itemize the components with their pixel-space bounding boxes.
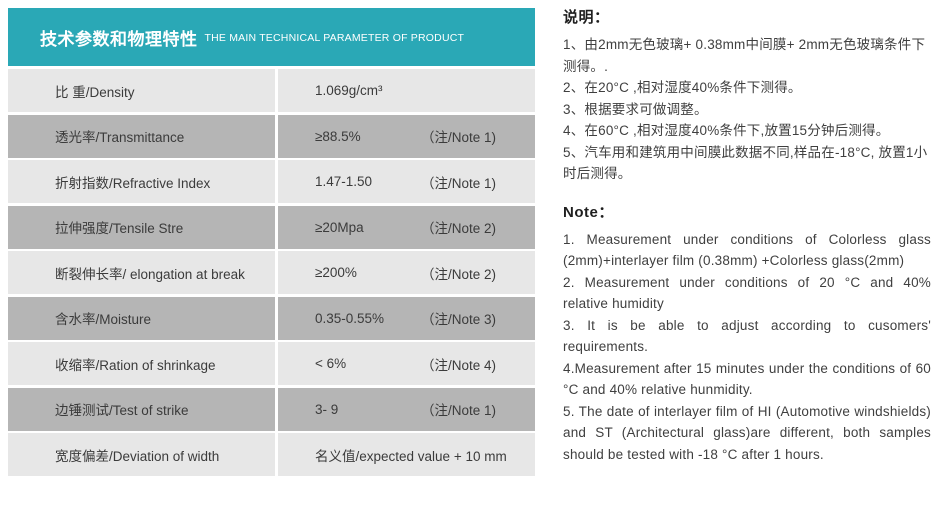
note-item: 3、根据要求可做调整。 (563, 101, 708, 117)
parameter-label: 断裂伸长率/ elongation at break (8, 251, 275, 294)
parameter-value-cell: 1.47-1.50 （注/Note 1) (278, 160, 535, 203)
parameter-value-cell: 3- 9 （注/Note 1) (278, 387, 535, 431)
note-item: 5. The date of interlayer film of HI (Au… (563, 403, 931, 462)
table-title-en: THE MAIN TECHNICAL PARAMETER OF PRODUCT (204, 32, 465, 44)
notes-panel: 说明： 1、由2mm无色玻璃+ 0.38mm中间膜+ 2mm无色玻璃条件下测得。… (563, 6, 931, 465)
table-title-zh: 技术参数和物理特性 (40, 29, 198, 49)
parameter-value-cell: 0.35-0.55% （注/Note 3) (278, 296, 535, 340)
parameter-value: 0.35-0.55% (315, 310, 385, 326)
parameter-note: （注/Note 3) (421, 312, 497, 327)
parameter-label: 折射指数/Refractive Index (8, 160, 275, 203)
table-body: 比 重/Density 1.069g/cm³ 透光率/Transmittance… (8, 69, 535, 476)
parameter-value: ≥200% (315, 265, 357, 280)
parameter-value-cell: < 6% （注/Note 4) (278, 342, 535, 385)
note-item: 2. Measurement under conditions of 20 °C… (563, 274, 931, 312)
note-item: 5、汽车用和建筑用中间膜此数据不同,样品在-18°C, 放置1小时后测得。 (563, 144, 928, 182)
notes-zh-list: 1、由2mm无色玻璃+ 0.38mm中间膜+ 2mm无色玻璃条件下测得。. 2、… (563, 34, 931, 185)
parameter-label: 收缩率/Ration of shrinkage (8, 342, 275, 385)
parameter-value: ≥20Mpa (315, 219, 364, 235)
table-row: 宽度偏差/Deviation of width 名义值/expected val… (8, 433, 535, 476)
table-row: 收缩率/Ration of shrinkage < 6% （注/Note 4) (8, 342, 535, 385)
parameter-value: 3- 9 (315, 401, 339, 417)
table-row: 含水率/Moisture 0.35-0.55% （注/Note 3) (8, 296, 535, 340)
parameter-label: 拉伸强度/Tensile Stre (8, 205, 275, 249)
parameter-value-cell: 1.069g/cm³ (278, 69, 535, 112)
table-row: 折射指数/Refractive Index 1.47-1.50 （注/Note … (8, 160, 535, 203)
parameter-value: ≥88.5% (315, 128, 361, 144)
parameter-label: 宽度偏差/Deviation of width (8, 433, 275, 476)
parameter-value: 名义值/expected value + 10 mm (315, 448, 507, 464)
parameter-label: 比 重/Density (8, 69, 275, 112)
table-row: 透光率/Transmittance ≥88.5% （注/Note 1) (8, 114, 535, 158)
parameter-note: （注/Note 1) (421, 130, 497, 145)
table-row: 拉伸强度/Tensile Stre ≥20Mpa （注/Note 2) (8, 205, 535, 249)
notes-en-section: Note： 1. Measurement under conditions of… (563, 201, 931, 466)
parameter-value: 1.47-1.50 (315, 174, 373, 189)
note-item: 4、在60°C ,相对湿度40%条件下,放置15分钟后测得。 (563, 123, 890, 138)
table-row: 比 重/Density 1.069g/cm³ (8, 69, 535, 112)
notes-zh-title: 说明： (563, 9, 610, 26)
parameter-label: 边锤测试/Test of strike (8, 387, 275, 431)
table-header: 技术参数和物理特性 THE MAIN TECHNICAL PARAMETER O… (8, 8, 535, 66)
notes-en-title: Note： (563, 203, 614, 221)
parameter-note: （注/Note 2) (421, 221, 497, 236)
parameter-value-cell: ≥200% （注/Note 2) (278, 251, 535, 294)
note-item: 4.Measurement after 15 minutes under the… (563, 360, 931, 398)
parameter-label: 含水率/Moisture (8, 296, 275, 340)
parameter-value-cell: ≥20Mpa （注/Note 2) (278, 205, 535, 249)
parameter-note: （注/Note 1) (421, 403, 497, 418)
parameter-note: （注/Note 4) (421, 357, 497, 373)
parameter-label: 透光率/Transmittance (8, 114, 275, 158)
spec-table: 技术参数和物理特性 THE MAIN TECHNICAL PARAMETER O… (8, 8, 535, 479)
note-item: 1. Measurement under conditions of Color… (563, 231, 931, 269)
parameter-value: 1.069g/cm³ (315, 83, 383, 98)
table-row: 断裂伸长率/ elongation at break ≥200% （注/Note… (8, 251, 535, 294)
note-item: 2、在20°C ,相对湿度40%条件下测得。 (563, 80, 802, 95)
parameter-note: （注/Note 2) (421, 266, 497, 282)
notes-zh-section: 说明： 1、由2mm无色玻璃+ 0.38mm中间膜+ 2mm无色玻璃条件下测得。… (563, 6, 931, 185)
notes-en-list: 1. Measurement under conditions of Color… (563, 229, 931, 466)
note-item: 3. It is be able to adjust according to … (563, 317, 931, 355)
note-item: 1、由2mm无色玻璃+ 0.38mm中间膜+ 2mm无色玻璃条件下测得。. (563, 37, 926, 74)
parameter-value-cell: ≥88.5% （注/Note 1) (278, 114, 535, 158)
parameter-value: < 6% (315, 356, 347, 371)
parameter-note: （注/Note 1) (421, 175, 497, 191)
table-row: 边锤测试/Test of strike 3- 9 （注/Note 1) (8, 387, 535, 431)
parameter-value-cell: 名义值/expected value + 10 mm (278, 433, 535, 476)
